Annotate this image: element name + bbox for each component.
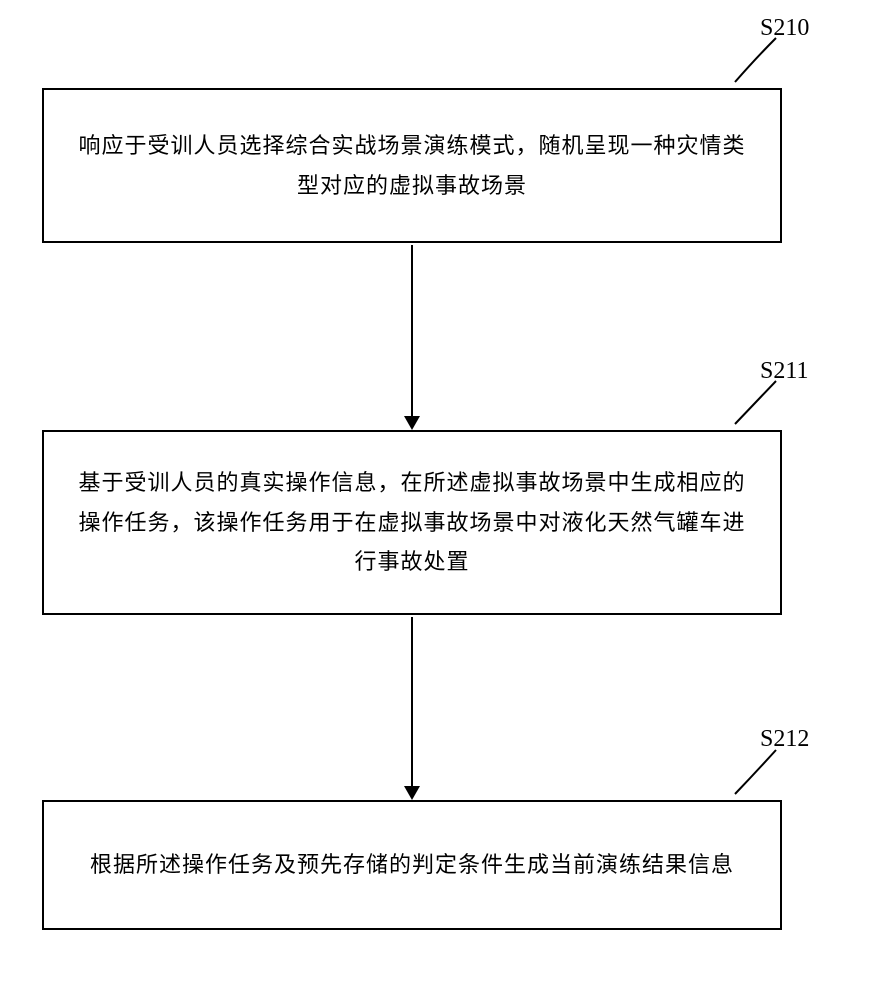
arrow-s210-s211 [411, 245, 413, 417]
arrow-head-s210-s211 [404, 416, 420, 430]
node-label-s211: S211 [760, 358, 808, 385]
arrow-head-s211-s212 [404, 786, 420, 800]
node-s210: 响应于受训人员选择综合实战场景演练模式，随机呈现一种灾情类型对应的虚拟事故场景 [42, 88, 782, 243]
flowchart-container: S210 响应于受训人员选择综合实战场景演练模式，随机呈现一种灾情类型对应的虚拟… [0, 0, 894, 1000]
arrow-s211-s212 [411, 617, 413, 787]
node-text-s211: 基于受训人员的真实操作信息，在所述虚拟事故场景中生成相应的操作任务，该操作任务用… [74, 463, 750, 582]
node-s211: 基于受训人员的真实操作信息，在所述虚拟事故场景中生成相应的操作任务，该操作任务用… [42, 430, 782, 615]
node-s212: 根据所述操作任务及预先存储的判定条件生成当前演练结果信息 [42, 800, 782, 930]
node-label-s212: S212 [760, 726, 809, 753]
node-text-s210: 响应于受训人员选择综合实战场景演练模式，随机呈现一种灾情类型对应的虚拟事故场景 [74, 126, 750, 205]
node-text-s212: 根据所述操作任务及预先存储的判定条件生成当前演练结果信息 [90, 845, 734, 885]
node-label-s210: S210 [760, 15, 809, 42]
